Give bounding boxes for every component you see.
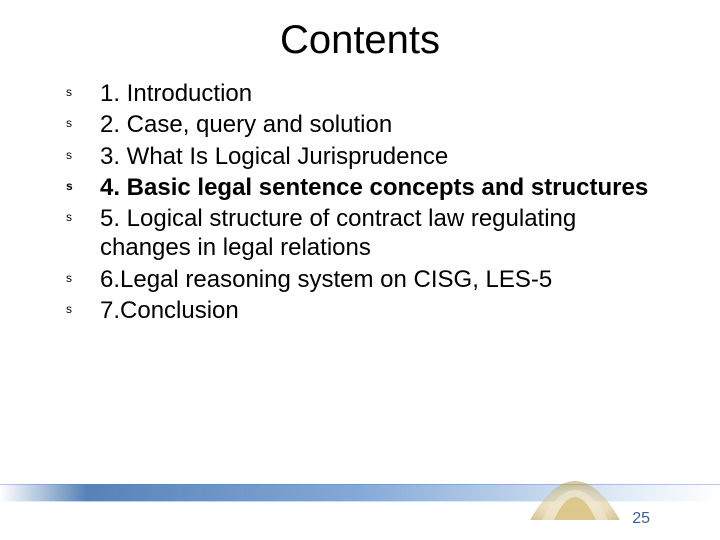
page-number: 25 [632,510,650,528]
list-item-text: 3. What Is Logical Jurisprudence [100,143,448,170]
list-item-text: 2. Case, query and solution [100,111,392,138]
bullet-icon: s [66,148,72,163]
bullet-icon: s [66,210,72,225]
bullet-icon: s [66,116,72,131]
list-item-text: 4. Basic legal sentence concepts and str… [100,174,648,201]
list-item-text: 5. Logical structure of contract law reg… [100,205,576,261]
list-item: s 4. Basic legal sentence concepts and s… [100,173,660,202]
bullet-icon: s [66,271,72,286]
list-item-text: 6.Legal reasoning system on CISG, LES-5 [100,266,552,293]
slide: Contents s 1. Introduction s 2. Case, qu… [0,0,720,540]
list-item-text: 1. Introduction [100,80,252,107]
slide-title: Contents [0,0,720,73]
bullet-icon: s [66,302,72,317]
list-item: s 3. What Is Logical Jurisprudence [100,142,660,171]
bullet-icon: s [66,179,73,194]
contents-list: s 1. Introduction s 2. Case, query and s… [0,73,720,325]
bullet-icon: s [66,85,72,100]
list-item: s 7.Conclusion [100,296,660,325]
footer-band [0,484,720,502]
list-item: s 2. Case, query and solution [100,110,660,139]
list-item: s 1. Introduction [100,79,660,108]
list-item: s 5. Logical structure of contract law r… [100,204,660,263]
list-item-text: 7.Conclusion [100,297,239,324]
list-item: s 6.Legal reasoning system on CISG, LES-… [100,265,660,294]
